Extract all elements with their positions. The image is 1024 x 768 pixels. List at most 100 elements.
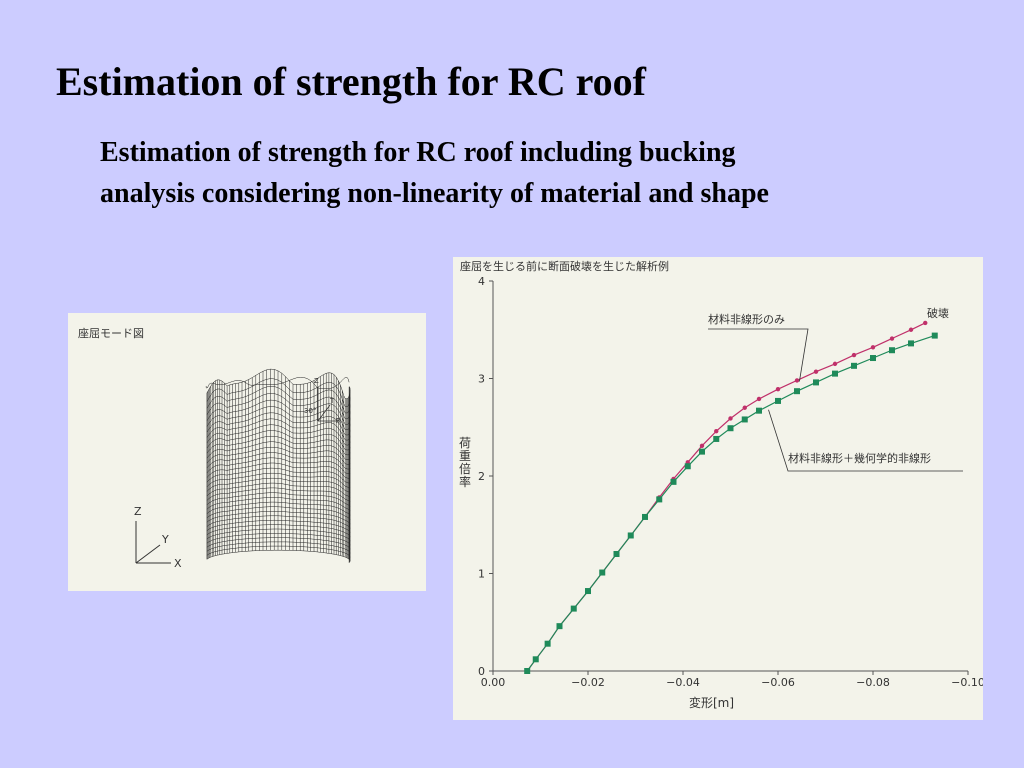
data-point-circle	[832, 361, 838, 367]
data-point-square	[670, 478, 677, 485]
mesh-ring	[206, 452, 351, 470]
data-point-square	[832, 370, 838, 377]
mesh-ring	[206, 457, 351, 474]
axis-z-label: Z	[134, 505, 142, 518]
mesh-ring	[206, 399, 351, 425]
mesh-ring	[206, 477, 351, 494]
mesh-ring	[206, 533, 351, 547]
data-point-square	[727, 425, 734, 432]
series-line	[526, 322, 926, 672]
x-tick-label: −0.02	[571, 676, 605, 689]
data-point-circle	[699, 443, 705, 448]
x-tick-label: −0.10	[951, 676, 983, 689]
data-point-square	[684, 463, 691, 470]
inset-z-label: Z	[314, 377, 319, 385]
data-point-square	[870, 355, 876, 362]
data-point-circle	[813, 369, 819, 374]
mesh-ring	[206, 528, 351, 543]
inset-t-label: T	[329, 397, 335, 405]
x-tick-label: −0.06	[761, 676, 795, 689]
axis-y-label: Y	[161, 533, 169, 546]
data-point-square	[544, 640, 551, 647]
x-axis-label: 変形[m]	[689, 695, 734, 710]
data-point-square	[627, 532, 634, 539]
callout-line-material	[708, 328, 809, 382]
mesh-ring	[206, 524, 351, 539]
axis-x-label: X	[174, 557, 182, 570]
data-point-square	[931, 332, 938, 339]
data-point-square	[756, 407, 762, 414]
x-tick-label: 0.00	[481, 676, 506, 689]
mesh-ring	[206, 487, 351, 504]
chart-series	[524, 320, 938, 674]
data-point-square	[713, 435, 720, 442]
callout-line-geometric	[768, 409, 963, 472]
mesh-ring	[206, 424, 351, 446]
mesh-ring	[206, 386, 351, 414]
data-point-square	[908, 340, 914, 347]
mesh-ring	[206, 446, 351, 465]
mesh-ring	[206, 418, 351, 441]
load-deformation-chart: 座屈を生じる前に断面破壊を生じた解析例 0.00 −0.02 −0.04 −0.06 −…	[453, 257, 985, 720]
inset-triad	[317, 387, 336, 422]
data-point-square	[613, 551, 620, 557]
cylinder-mesh	[205, 368, 351, 563]
data-point-circle	[923, 320, 928, 326]
mesh-ring	[206, 378, 351, 407]
mesh-ring	[206, 430, 351, 451]
chart-axes: 0.00 −0.02 −0.04 −0.06 −0.08 −0.10 0 1 2 3 4 変形[m] 荷…	[459, 275, 985, 710]
mesh-ring	[206, 537, 351, 551]
inset-r-label: R	[336, 417, 341, 425]
series-line	[526, 335, 935, 672]
mesh-ring	[206, 511, 351, 526]
data-point-square	[570, 605, 577, 612]
series-label-geometric: 材料非線形＋幾何学的非線形	[788, 451, 931, 465]
failure-annotation: 破壊	[927, 306, 949, 320]
chart-svg: 座屈を生じる前に断面破壊を生じた解析例 0.00 −0.02 −0.04 −0.06 −…	[459, 259, 985, 710]
data-point-square	[642, 513, 648, 520]
mesh-ring	[206, 406, 351, 431]
mesh-ring	[206, 519, 351, 535]
data-point-square	[741, 416, 748, 423]
data-point-square	[532, 656, 539, 663]
data-point-circle	[870, 345, 876, 350]
data-point-square	[556, 623, 563, 630]
data-point-square	[524, 668, 531, 674]
data-point-square	[889, 347, 895, 354]
mesh-ring	[206, 393, 351, 420]
x-tick-label: −0.08	[856, 676, 890, 689]
y-tick-label: 0	[478, 665, 485, 678]
chart-title: 座屈を生じる前に断面破壊を生じた解析例	[460, 259, 669, 273]
mesh-ring	[206, 368, 351, 400]
mesh-ring	[206, 545, 351, 559]
buckling-mode-figure: 座屈モード図 Z Y X Z T R 30°	[68, 313, 426, 591]
data-point-circle	[794, 378, 800, 383]
data-point-circle	[851, 352, 857, 358]
data-point-square	[813, 379, 819, 386]
data-point-circle	[775, 387, 781, 392]
mesh-ring	[206, 549, 351, 563]
y-tick-label: 2	[478, 470, 485, 483]
mesh-ring	[206, 462, 351, 479]
mesh-ring	[206, 435, 351, 456]
data-point-circle	[889, 336, 895, 341]
buckling-mesh-svg: 座屈モード図 Z Y X Z T R 30°	[78, 326, 351, 570]
slide-title: Estimation of strength for RC roof	[56, 59, 646, 104]
axis-triad	[135, 521, 171, 564]
x-tick-label: −0.04	[666, 676, 700, 689]
mesh-rim-back	[205, 376, 350, 389]
y-axis-label: 荷重倍率	[459, 436, 471, 489]
data-point-square	[599, 569, 606, 576]
mesh-ring	[206, 441, 351, 460]
data-point-square	[699, 448, 705, 455]
data-point-circle	[756, 396, 762, 402]
data-point-circle	[728, 416, 733, 421]
mesh-figure-label: 座屈モード図	[78, 326, 144, 340]
mesh-ring	[206, 541, 351, 555]
series-label-material: 材料非線形のみ	[708, 312, 785, 326]
mesh-ring	[206, 412, 351, 436]
y-tick-label: 3	[478, 373, 485, 386]
mesh-ring	[206, 482, 351, 499]
mesh-ring	[206, 467, 351, 484]
y-tick-label: 1	[478, 568, 485, 581]
